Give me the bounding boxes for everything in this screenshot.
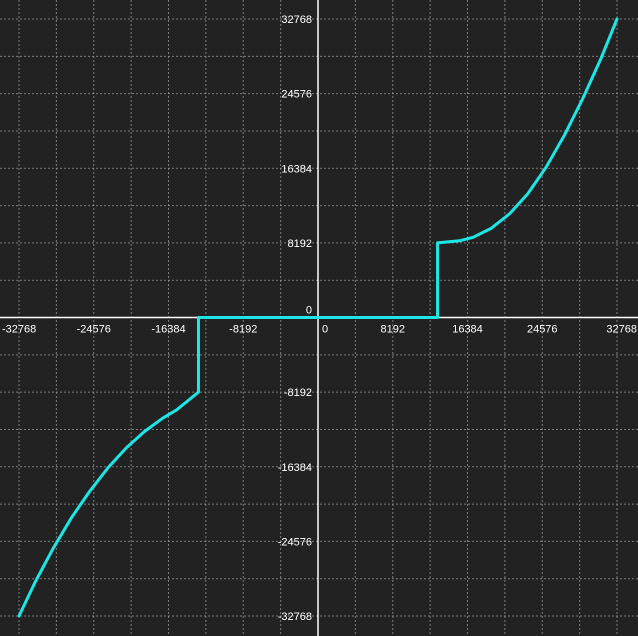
y-tick-label: -32768 xyxy=(278,611,312,623)
x-tick-label: -32768 xyxy=(2,324,36,336)
y-tick-label: -8192 xyxy=(284,387,312,399)
y-tick-label: -16384 xyxy=(278,462,312,474)
y-tick-label: 24576 xyxy=(281,89,312,101)
x-tick-label: 32768 xyxy=(606,324,637,336)
x-tick-label: 0 xyxy=(322,324,328,336)
x-tick-label: 16384 xyxy=(452,324,483,336)
y-tick-label: -24576 xyxy=(278,536,312,548)
x-tick-label: 8192 xyxy=(381,324,405,336)
x-tick-label: -24576 xyxy=(77,324,111,336)
y-tick-label: 0 xyxy=(306,305,312,317)
y-tick-label: 16384 xyxy=(281,163,312,175)
x-tick-label: 24576 xyxy=(527,324,558,336)
x-tick-label: -16384 xyxy=(151,324,185,336)
x-tick-label: -8192 xyxy=(229,324,257,336)
y-tick-label: 8192 xyxy=(288,238,312,250)
y-tick-label: 32768 xyxy=(281,14,312,26)
